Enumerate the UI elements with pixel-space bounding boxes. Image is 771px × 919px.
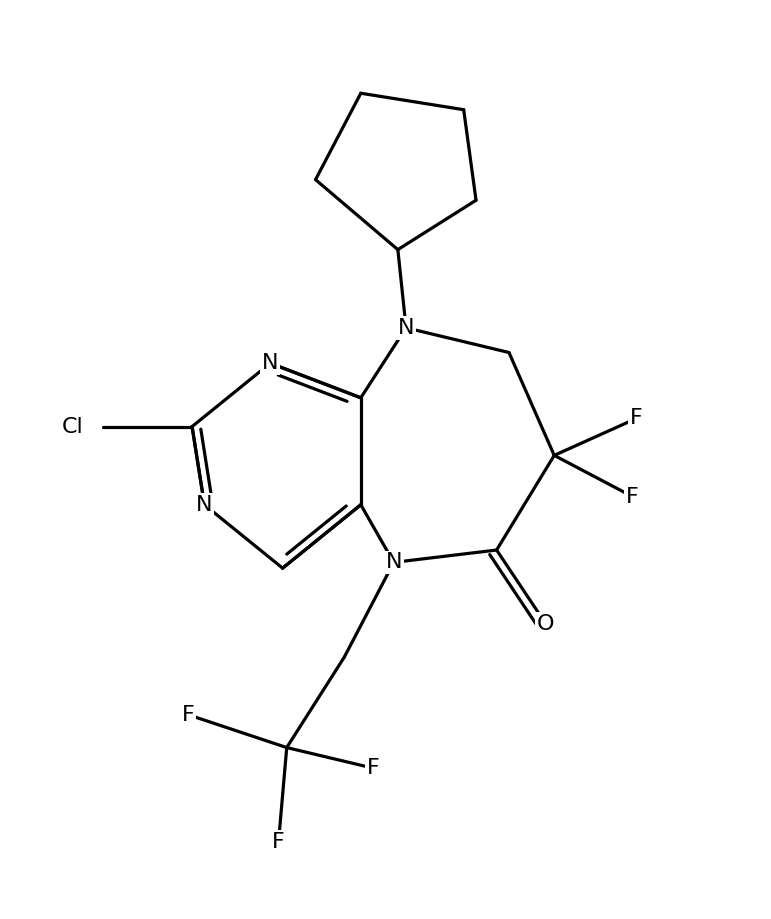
Text: F: F — [182, 705, 194, 725]
Text: N: N — [386, 552, 402, 573]
Text: O: O — [537, 614, 555, 634]
Text: Cl: Cl — [62, 416, 83, 437]
Text: F: F — [272, 833, 284, 852]
Text: N: N — [196, 494, 213, 515]
Text: F: F — [367, 758, 379, 778]
Text: F: F — [630, 408, 643, 428]
Text: N: N — [398, 318, 414, 338]
Text: N: N — [262, 353, 278, 373]
Text: F: F — [626, 486, 639, 506]
